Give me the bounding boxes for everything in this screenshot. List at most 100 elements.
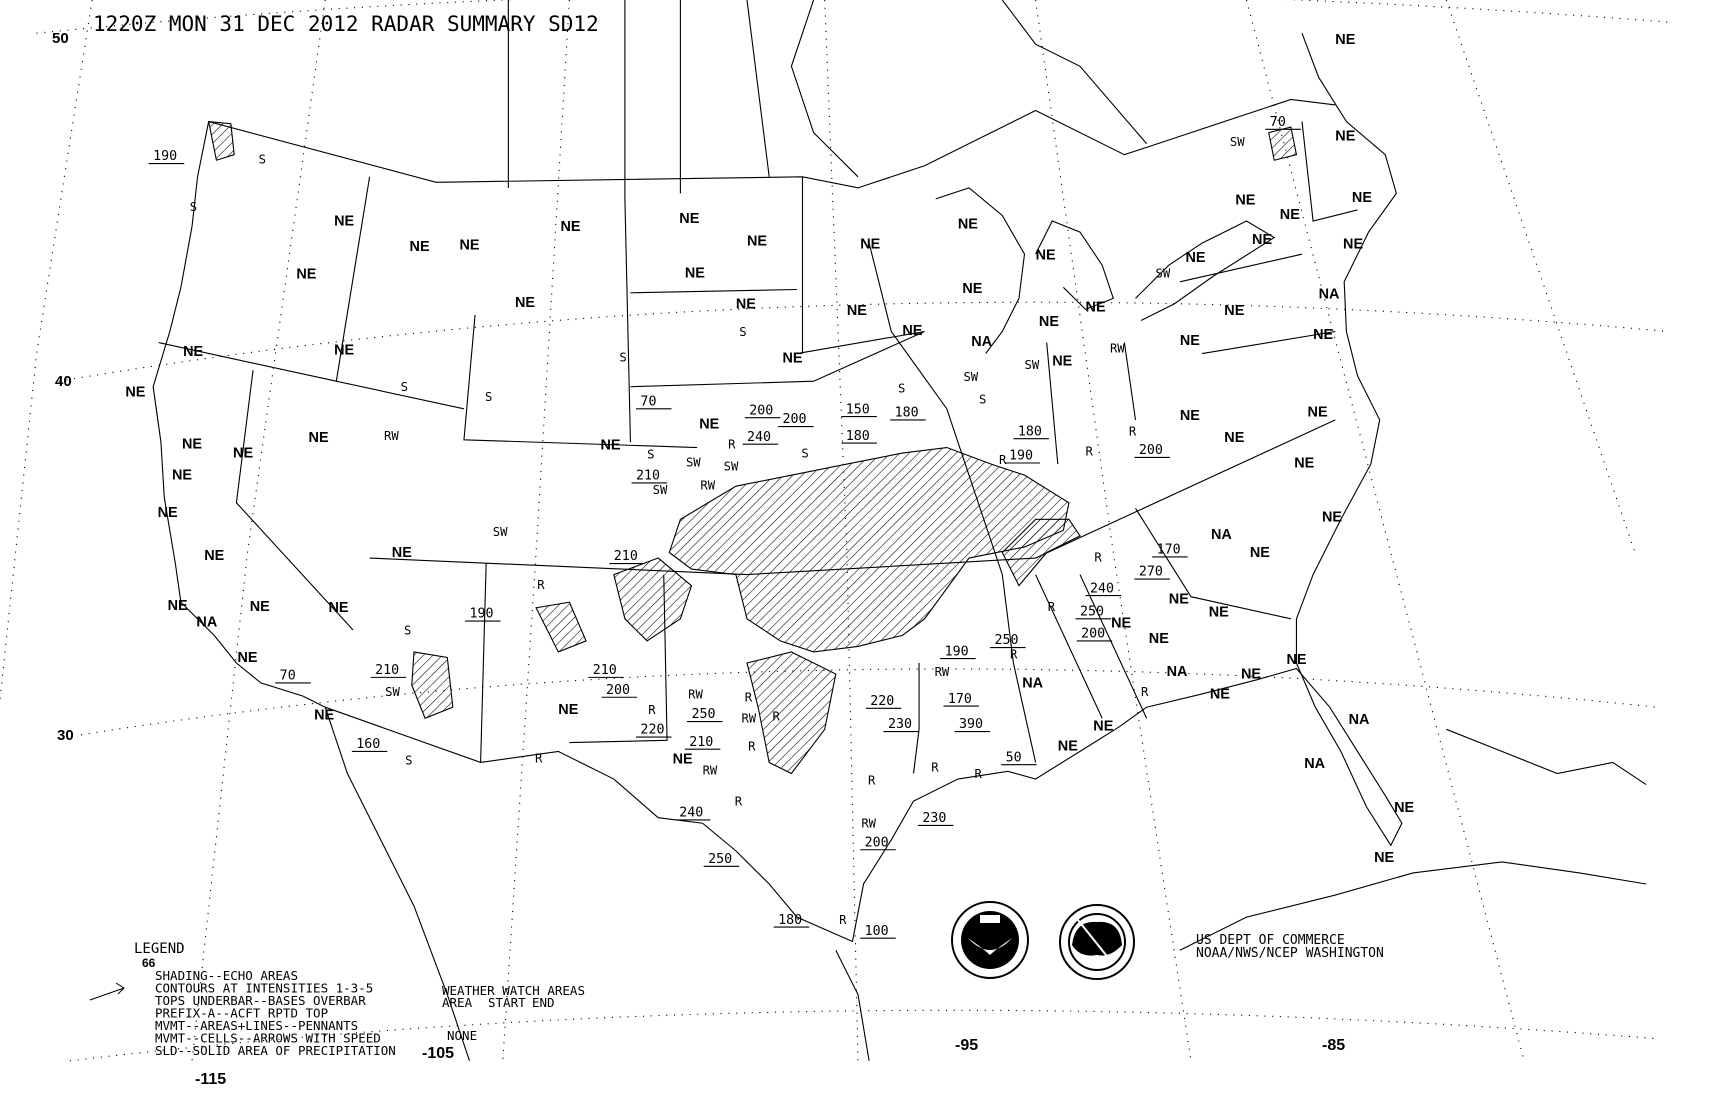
precip-type: R	[537, 578, 545, 592]
weather-watch: WEATHER WATCH AREAS AREA START END NONE	[442, 983, 585, 1043]
echo-top-value: 240	[747, 430, 771, 445]
echo-area	[411, 651, 454, 719]
credit-line-2: NOAA/NWS/NCEP WASHINGTON	[1196, 946, 1384, 961]
echo-top-value: 180	[895, 406, 919, 421]
precip-type: RW	[700, 479, 715, 493]
station-code: NE	[1036, 248, 1056, 264]
precip-type: SW	[963, 370, 978, 384]
echo-top-value: 200	[1081, 627, 1105, 642]
precip-type: SW	[653, 483, 668, 497]
precip-type: RW	[741, 712, 756, 726]
map-title: 1220Z MON 31 DEC 2012 RADAR SUMMARY SD12	[93, 12, 599, 36]
station-code: NE	[1322, 510, 1342, 526]
station-code: NE	[958, 217, 978, 233]
station-code: NE	[1280, 207, 1300, 223]
station-code: NA	[1304, 756, 1325, 772]
station-code: NE	[1286, 652, 1306, 668]
echo-top-value: 210	[689, 735, 713, 750]
station-code: NE	[1352, 190, 1372, 206]
station-code: NA	[971, 334, 992, 350]
echo-area	[613, 557, 693, 642]
lon-label-95: -95	[955, 1037, 978, 1054]
station-code: NE	[1335, 128, 1355, 144]
station-code: NE	[679, 211, 699, 227]
station-code: NE	[685, 265, 705, 281]
echo-top-value: 50	[1006, 750, 1022, 765]
echo-top-value: 70	[640, 395, 656, 410]
precip-type: RW	[1110, 342, 1125, 356]
echo-top-value: 100	[865, 924, 889, 939]
station-code: NE	[1093, 718, 1113, 734]
station-code: NE	[902, 323, 922, 339]
station-code: NE	[1241, 666, 1261, 682]
echo-areas	[207, 120, 1298, 775]
station-code: NE	[783, 350, 803, 366]
precip-type: SW	[1155, 266, 1170, 280]
station-code: NE	[1224, 430, 1244, 446]
echo-top-value: 190	[1009, 449, 1033, 464]
echo-top-value: 180	[1018, 424, 1042, 439]
station-code: NE	[1149, 631, 1169, 647]
precip-type: S	[647, 448, 654, 462]
arrow-icon	[89, 982, 125, 1001]
watch-col-start: START	[488, 995, 526, 1010]
precip-type: R	[1010, 648, 1018, 662]
station-code: NE	[168, 598, 188, 614]
legend-line: MVMT--AREAS+LINES--PENNANTS	[155, 1018, 358, 1033]
precip-type: R	[728, 438, 736, 452]
station-code: NE	[1224, 303, 1244, 319]
legend-line: PREFIX-A--ACFT RPTD TOP	[155, 1006, 328, 1021]
legend-line: MVMT--CELLS--ARROWS WITH SPEED	[155, 1031, 381, 1046]
echo-top-value: 210	[614, 549, 638, 564]
echo-area	[535, 601, 587, 653]
echo-top-value: 200	[1139, 443, 1163, 458]
station-code: NE	[410, 239, 430, 255]
station-code: NE	[1052, 354, 1072, 370]
station-code: NE	[1039, 314, 1059, 330]
echo-top-value: 250	[995, 633, 1019, 648]
station-code: NA	[1349, 712, 1370, 728]
station-code: NE	[1294, 455, 1314, 471]
station-code: NE	[600, 438, 620, 454]
coastlines-and-borders	[152, 0, 1647, 1061]
precip-type: R	[535, 751, 543, 765]
station-code: NE	[238, 650, 258, 666]
station-code: NA	[1211, 527, 1232, 543]
echo-area	[668, 446, 1070, 653]
legend-heading: LEGEND	[134, 941, 185, 957]
precip-type: SW	[724, 460, 739, 474]
precip-type: S	[801, 446, 808, 460]
echo-top-value: 70	[280, 669, 296, 684]
station-code: NE	[736, 296, 756, 312]
station-code: NE	[561, 219, 581, 235]
station-code: NE	[1180, 408, 1200, 424]
echo-area	[1268, 126, 1298, 161]
station-code: NE	[1335, 32, 1355, 48]
legend-line: TOPS UNDERBAR--BASES OVERBAR	[155, 993, 366, 1008]
station-code: NE	[158, 505, 178, 521]
station-code: NE	[296, 266, 316, 282]
station-code: NE	[1343, 237, 1363, 253]
precip-type: R	[748, 739, 756, 753]
station-code: NE	[1313, 327, 1333, 343]
station-code: NE	[460, 238, 480, 254]
echo-top-value: 270	[1139, 565, 1163, 580]
precip-type: S	[259, 153, 266, 167]
precip-type: S	[898, 381, 905, 395]
echo-top-value: 200	[783, 412, 807, 427]
precip-type: S	[405, 754, 412, 768]
station-code: NE	[747, 233, 767, 249]
precip-type: R	[1141, 685, 1149, 699]
legend-sub: 66	[142, 956, 156, 970]
precip-type: SW	[385, 685, 400, 699]
station-code: NE	[1086, 300, 1106, 316]
station-code: NA	[1167, 664, 1188, 680]
precip-type: SW	[1025, 358, 1040, 372]
echo-top-value: 230	[888, 717, 912, 732]
precip-type: S	[619, 350, 626, 364]
station-code: NE	[233, 445, 253, 461]
lat-label-50: 50	[52, 30, 69, 47]
precip-type: R	[839, 913, 847, 927]
